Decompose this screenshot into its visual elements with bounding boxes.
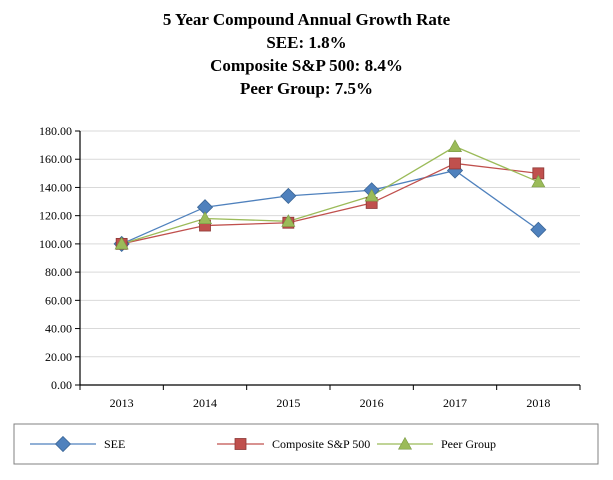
chart-subtitle-see: SEE: 1.8%: [266, 33, 347, 52]
data-point-peer-group: [364, 188, 379, 202]
x-tick-label: 2018: [526, 396, 550, 410]
y-tick-label: 100.00: [39, 237, 72, 251]
y-tick-label: 180.00: [39, 124, 72, 138]
y-tick-labels: 0.00 20.00 40.00 60.00 80.00 100.00 120.00 140.…: [39, 124, 72, 392]
series-line-see: [121, 169, 539, 245]
data-point-peer-group: [531, 174, 546, 188]
y-tick-label: 20.00: [45, 350, 72, 364]
x-tick-label: 2017: [443, 396, 467, 410]
y-tick-label: 80.00: [45, 265, 72, 279]
series-markers: [113, 139, 547, 252]
data-point-peer-group: [447, 139, 463, 153]
axes: [75, 130, 581, 390]
gridlines: [80, 130, 580, 358]
legend-marker-composite-s-p-500: [234, 438, 247, 450]
x-tick-label: 2013: [110, 396, 134, 410]
x-tick-label: 2016: [360, 396, 384, 410]
series-lines: [121, 145, 539, 245]
legend-label-see: SEE: [104, 437, 125, 451]
x-tick-label: 2015: [276, 396, 300, 410]
x-tick-label: 2014: [193, 396, 217, 410]
data-point-composite-s-p-500: [449, 157, 461, 170]
data-point-see: [280, 187, 297, 204]
y-tick-label: 140.00: [39, 180, 72, 194]
data-point-peer-group: [197, 211, 213, 224]
x-tick-labels: 2013 2014 2015 2016 2017 2018: [110, 396, 551, 410]
series-line-peer-group: [121, 145, 539, 245]
legend-label-composite-s-p-500: Composite S&P 500: [272, 437, 370, 451]
y-tick-label: 60.00: [45, 293, 72, 307]
data-point-peer-group: [114, 236, 129, 250]
y-tick-label: 160.00: [39, 152, 72, 166]
data-point-peer-group: [281, 214, 296, 227]
legend-marker-see: [54, 435, 72, 453]
chart-title: 5 Year Compound Annual Growth Rate: [162, 10, 451, 29]
legend: SEE Composite S&P 500 Peer Group: [13, 423, 599, 465]
data-point-see: [530, 221, 547, 238]
legend-box: [13, 423, 599, 465]
chart-subtitle-sp500: Composite S&P 500: 8.4%: [210, 56, 403, 75]
chart-title-block: 5 Year Compound Annual Growth Rate SEE: …: [0, 8, 613, 100]
chart-subtitle-peer: Peer Group: 7.5%: [240, 79, 373, 98]
y-tick-label: 40.00: [45, 322, 72, 336]
legend-marker-peer-group: [397, 436, 413, 450]
y-tick-label: 0.00: [51, 378, 72, 392]
legend-label-peer-group: Peer Group: [441, 437, 496, 451]
series-line-composite-s-p-500: [121, 162, 539, 245]
y-tick-label: 120.00: [39, 209, 72, 223]
